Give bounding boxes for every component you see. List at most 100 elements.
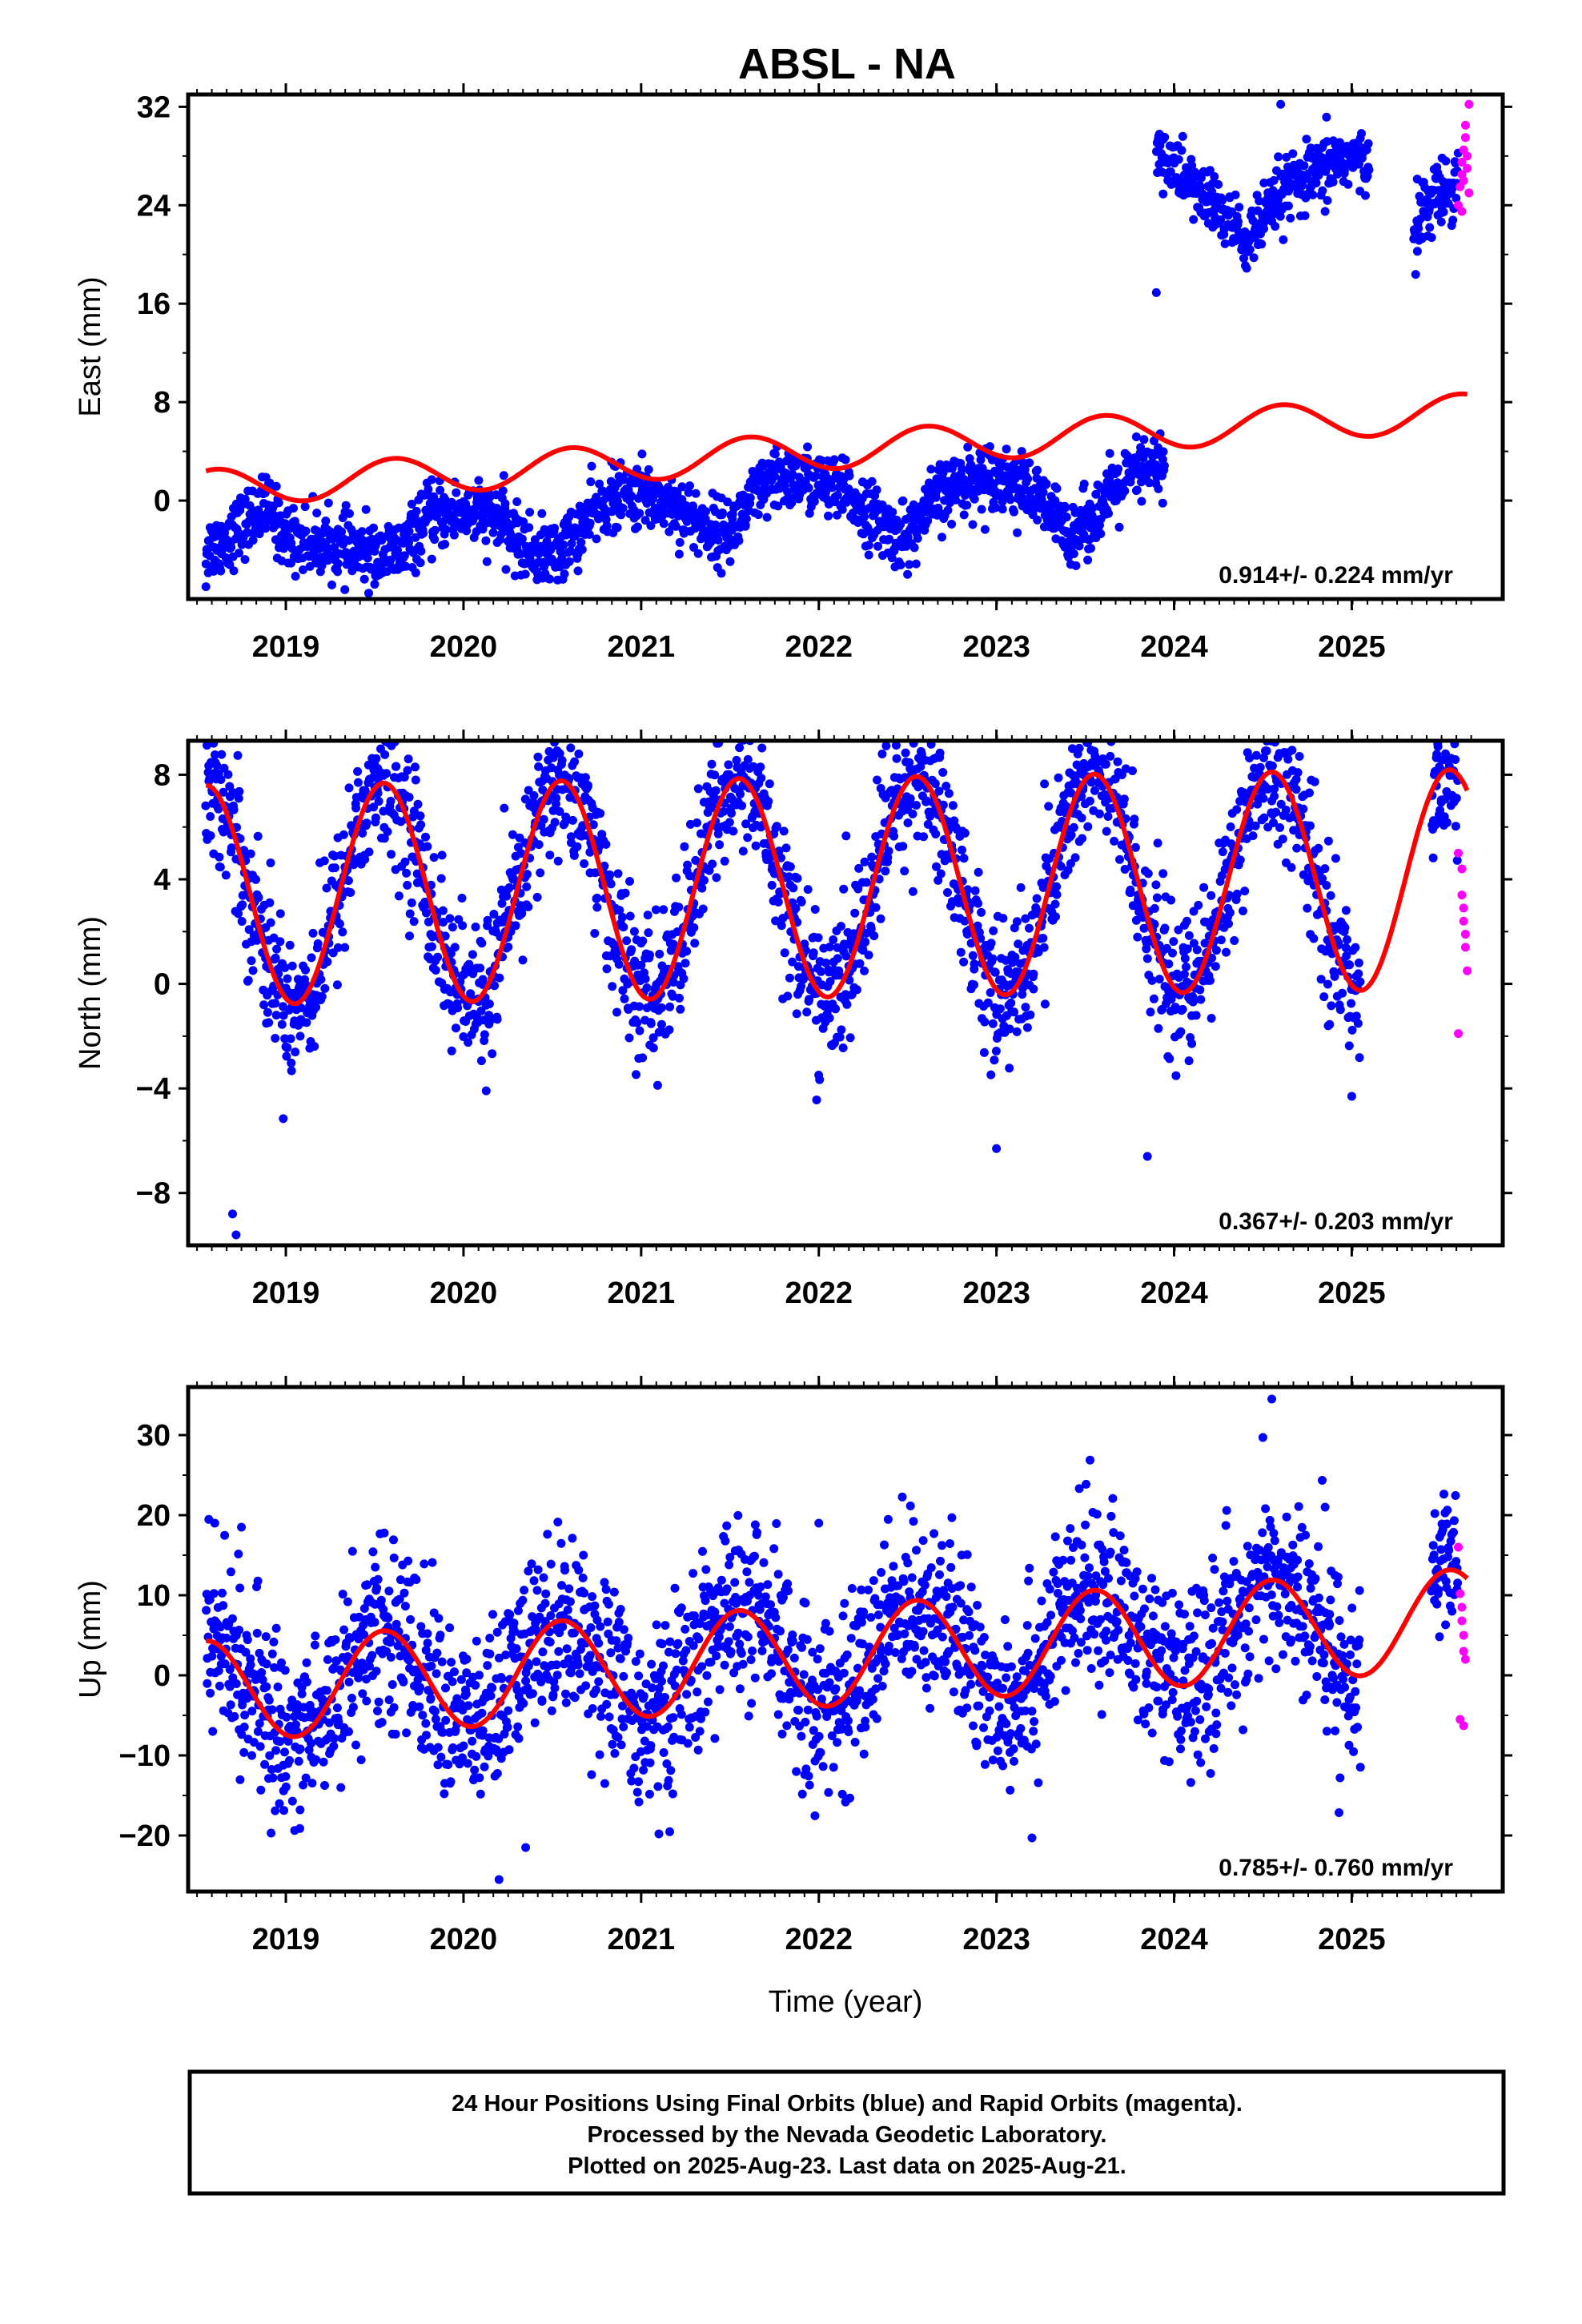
- north-final-point: [560, 714, 568, 723]
- east-final-point: [441, 525, 451, 534]
- north-final-point: [1207, 891, 1216, 900]
- north-final-point: [282, 1051, 291, 1061]
- east-final-point: [1357, 129, 1366, 139]
- north-final-point: [572, 842, 582, 851]
- north-final-point: [1151, 880, 1161, 890]
- east-rapid-point: [1464, 188, 1474, 198]
- north-final-point: [1038, 934, 1048, 943]
- north-final-point: [779, 826, 789, 836]
- east-final-point: [229, 566, 239, 576]
- north-final-point: [963, 885, 973, 895]
- east-final-point: [235, 505, 245, 515]
- north-final-point: [386, 796, 396, 806]
- north-final-point: [331, 863, 339, 873]
- east-final-point: [1242, 263, 1251, 273]
- north-final-point: [617, 912, 627, 922]
- north-final-point: [450, 943, 460, 952]
- north-final-point: [672, 873, 681, 883]
- east-final-point: [896, 561, 905, 569]
- north-final-point: [980, 1017, 990, 1027]
- north-final-point: [831, 1004, 841, 1014]
- north-final-point: [813, 933, 823, 943]
- north-final-point: [468, 950, 477, 959]
- north-xtick-label: 2024: [1140, 1277, 1208, 1310]
- east-final-point: [909, 543, 919, 553]
- north-final-point: [652, 1080, 662, 1090]
- east-final-point: [424, 485, 433, 494]
- north-final-point: [1218, 847, 1227, 857]
- north-final-point: [681, 959, 690, 968]
- north-final-point: [791, 903, 801, 913]
- north-final-point: [548, 753, 558, 762]
- north-final-point: [524, 786, 533, 795]
- north-final-point: [1269, 818, 1278, 827]
- east-final-point: [525, 508, 535, 517]
- east-final-point: [436, 485, 445, 495]
- east-final-point: [951, 495, 960, 505]
- north-final-point: [227, 1209, 237, 1219]
- north-frame: [186, 738, 1505, 1248]
- north-final-point: [533, 752, 543, 762]
- east-final-point: [427, 554, 436, 564]
- north-final-point: [364, 847, 374, 857]
- north-final-point: [1353, 1019, 1363, 1028]
- north-final-point: [402, 868, 412, 878]
- east-final-point: [585, 518, 595, 528]
- north-final-point: [283, 974, 292, 983]
- north-final-point: [1347, 999, 1356, 1008]
- east-final-point: [1452, 194, 1461, 203]
- north-final-point: [1310, 777, 1319, 786]
- north-final-point: [1120, 865, 1130, 874]
- east-final-point: [1105, 448, 1114, 458]
- east-final-point: [499, 471, 508, 480]
- east-final-point: [1231, 190, 1240, 199]
- east-final-point: [482, 557, 492, 566]
- east-final-point: [517, 534, 527, 544]
- north-rapid-point: [1460, 943, 1470, 952]
- north-final-point: [206, 831, 215, 840]
- north-final-point: [481, 1086, 491, 1096]
- north-final-point: [1052, 882, 1062, 891]
- north-final-point: [959, 854, 969, 863]
- east-final-point: [1436, 217, 1446, 227]
- east-final-point: [898, 496, 908, 505]
- east-final-point: [321, 517, 331, 525]
- north-final-point: [1189, 907, 1199, 916]
- north-final-point: [1262, 685, 1271, 694]
- north-final-point: [842, 999, 852, 1009]
- north-final-point: [311, 1003, 321, 1012]
- east-final-point: [1216, 215, 1226, 224]
- east-final-point: [845, 471, 854, 480]
- east-final-point: [359, 574, 369, 584]
- north-final-point: [640, 974, 650, 983]
- north-final-point: [958, 845, 966, 854]
- north-xtick-label: 2020: [430, 1277, 498, 1310]
- north-final-point: [266, 858, 275, 867]
- north-final-point: [1259, 813, 1269, 822]
- north-final-point: [1255, 762, 1265, 772]
- east-final-point: [1322, 112, 1331, 122]
- north-final-point: [378, 702, 387, 710]
- north-final-point: [227, 843, 236, 853]
- north-final-point: [1452, 794, 1461, 803]
- north-final-point: [1232, 889, 1242, 899]
- north-final-point: [264, 1018, 274, 1027]
- east-final-point: [370, 580, 379, 589]
- east-final-point: [584, 529, 594, 539]
- north-final-point: [1271, 807, 1281, 817]
- east-final-point: [635, 479, 644, 488]
- north-final-point: [1207, 953, 1217, 963]
- north-final-point: [508, 830, 517, 839]
- north-final-point: [1287, 746, 1297, 755]
- north-final-point: [665, 1025, 674, 1035]
- north-final-point: [690, 939, 700, 948]
- east-final-point: [873, 541, 882, 551]
- north-final-point: [1012, 917, 1022, 927]
- east-final-point: [1364, 165, 1374, 175]
- north-final-point: [1103, 812, 1113, 821]
- north-final-point: [908, 887, 917, 896]
- north-final-point: [1110, 726, 1119, 735]
- north-final-point: [1039, 943, 1049, 952]
- east-final-point: [498, 486, 508, 496]
